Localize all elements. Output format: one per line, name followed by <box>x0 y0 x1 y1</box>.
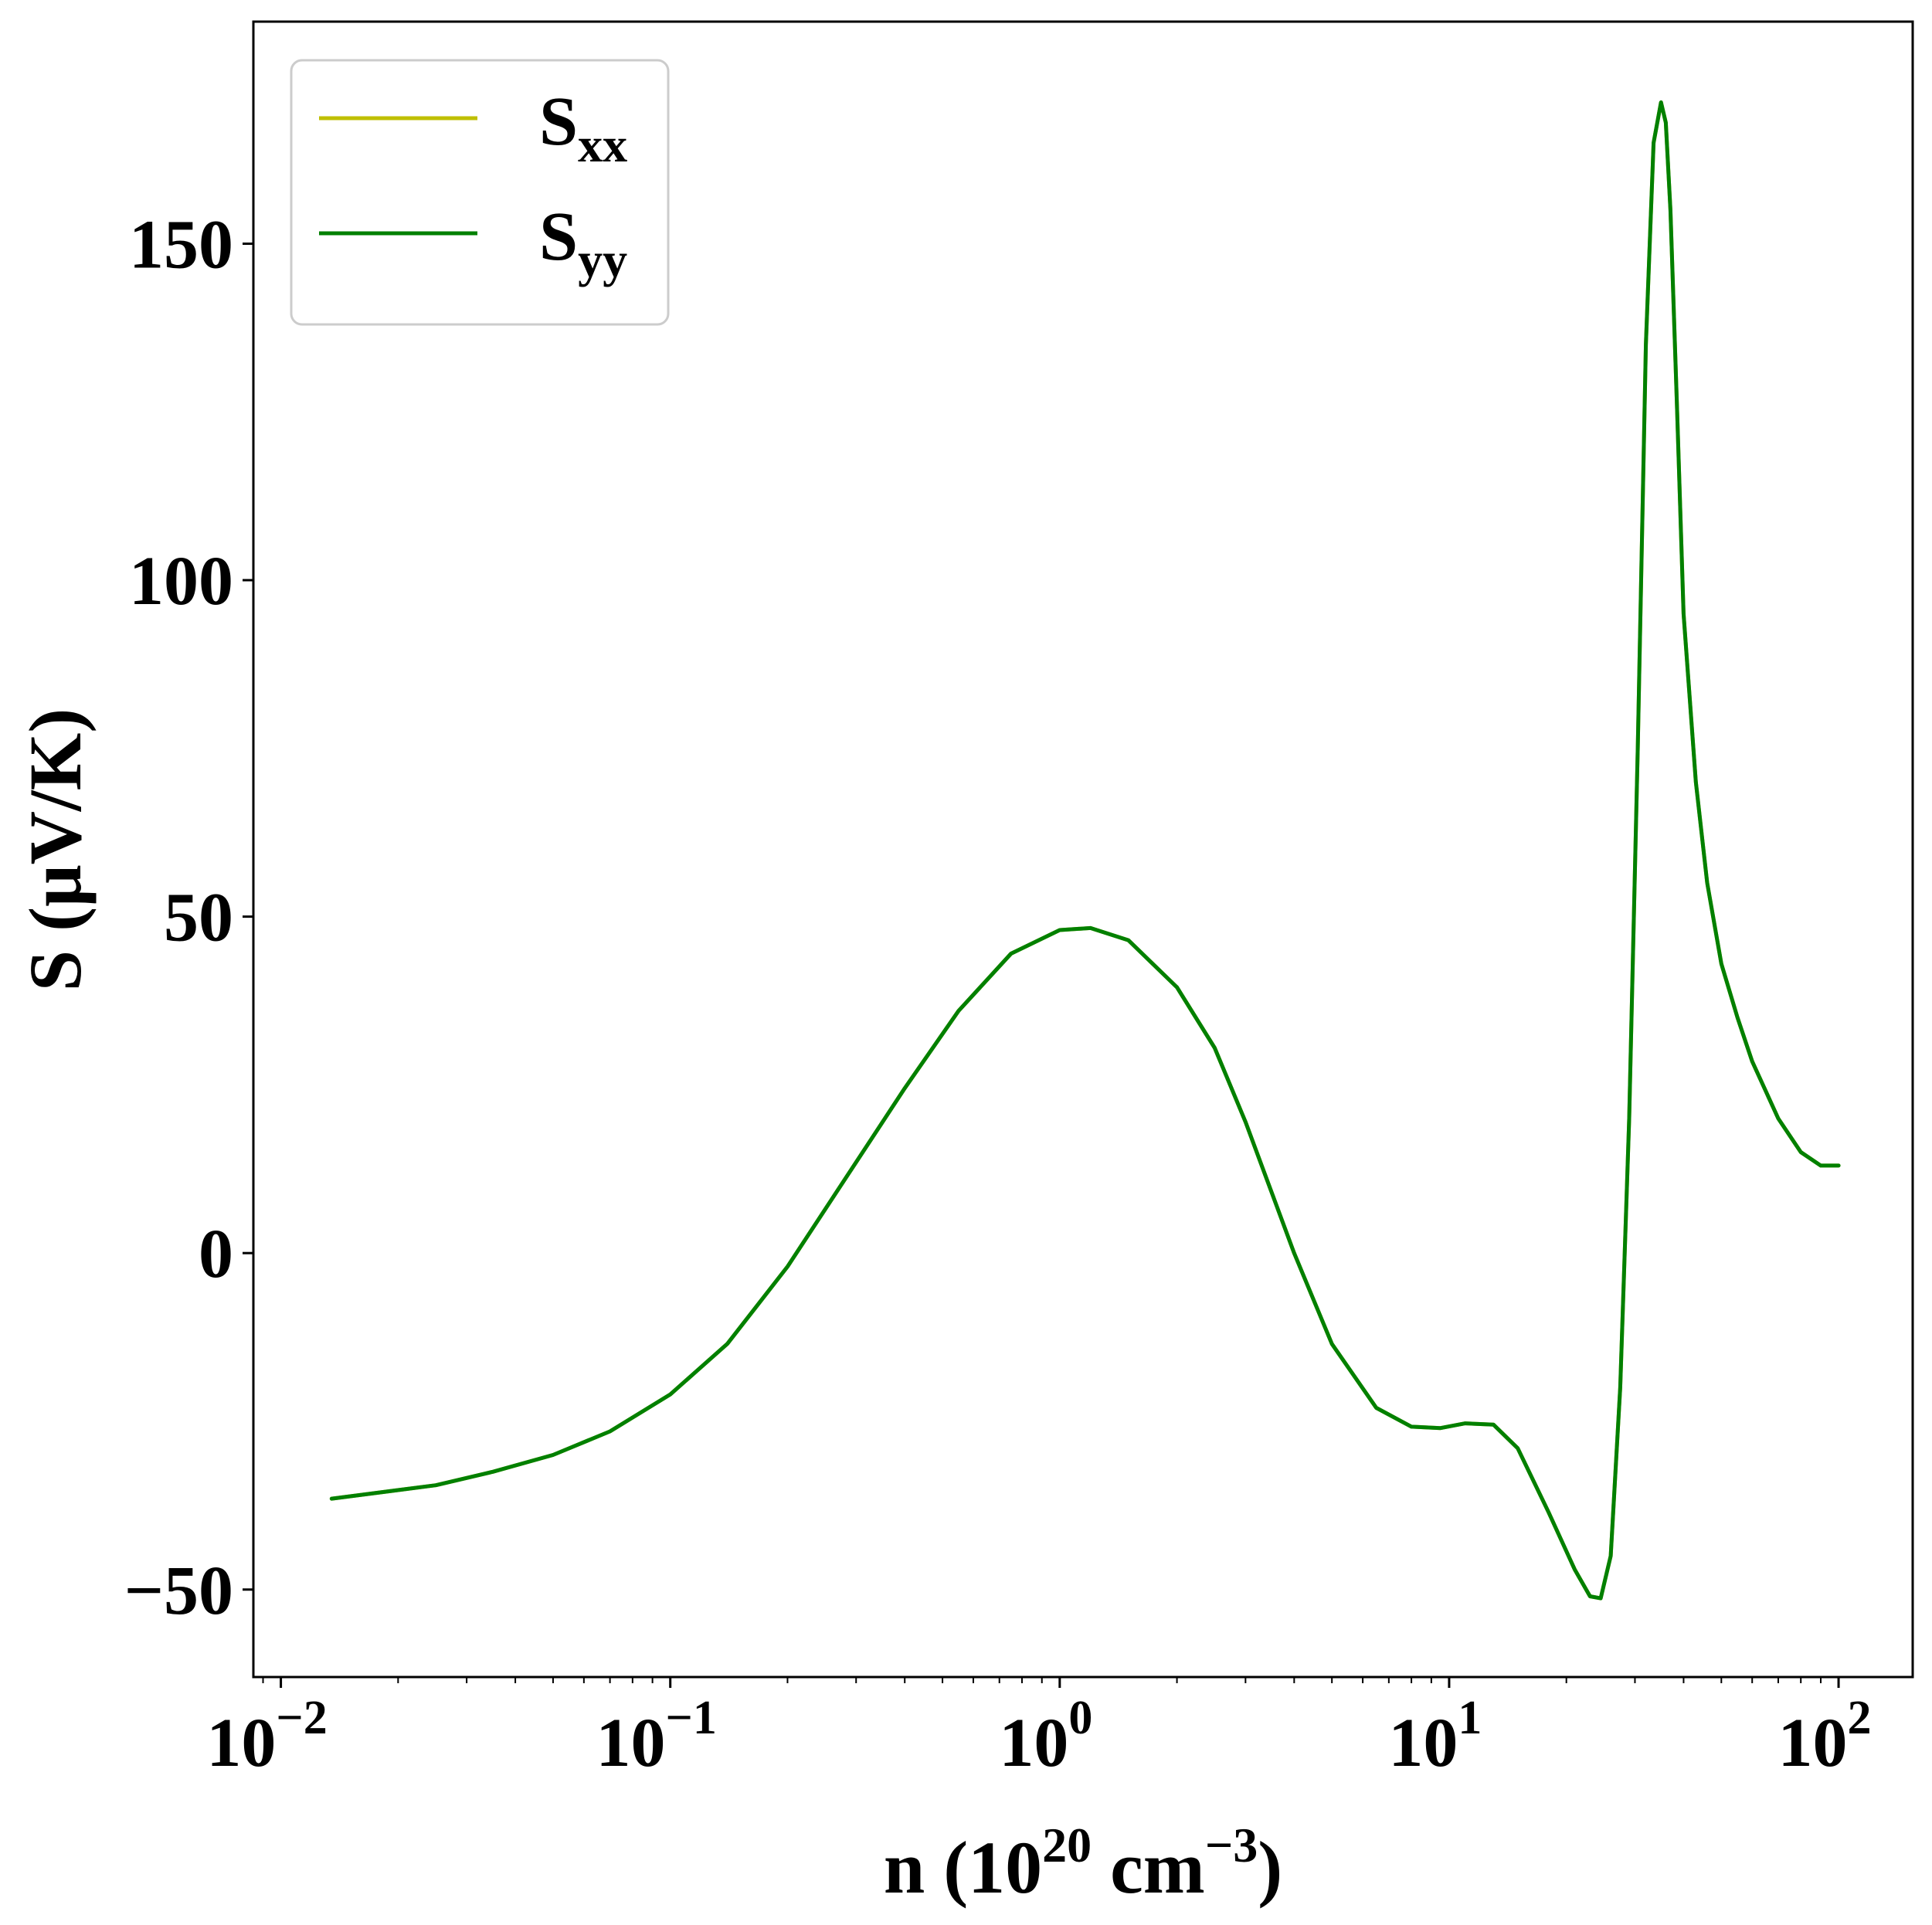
x-tick-label: 102 <box>1778 1692 1872 1781</box>
x-tick-label-exponent: −1 <box>666 1692 717 1744</box>
x-tick-label: 101 <box>1388 1692 1482 1781</box>
x-axis: 10−2 10−1 100 101 102 <box>206 1677 1872 1781</box>
series-layer <box>329 100 1841 1601</box>
x-tick-label: 10−2 <box>206 1692 327 1781</box>
y-axis-label: S (μV/K) <box>14 708 97 991</box>
y-tick-label: 50 <box>164 880 233 956</box>
x-tick-label-exponent: 0 <box>1068 1692 1092 1744</box>
legend-label-sxx-main: S <box>539 83 578 160</box>
x-tick-label: 10−1 <box>596 1692 717 1781</box>
legend-label-syy: Syy <box>539 199 627 287</box>
x-tick-label-exponent: −2 <box>276 1692 327 1744</box>
legend: Sxx Syy <box>290 59 670 326</box>
x-tick-label: 100 <box>999 1692 1092 1781</box>
legend-label-syy-main: S <box>539 199 578 275</box>
y-tick-label: 150 <box>129 206 233 283</box>
y-axis: −50 0 50 100 150 <box>124 206 253 1629</box>
legend-label-sxx: Sxx <box>539 83 627 172</box>
x-axis-label-post: ) <box>1258 1826 1282 1909</box>
y-tick-label: 100 <box>129 543 233 620</box>
y-tick-label: 0 <box>199 1216 233 1292</box>
x-axis-label-sup2: −3 <box>1205 1818 1258 1872</box>
x-axis-label-pre: n (10 <box>884 1826 1042 1909</box>
x-tick-label-exponent: 2 <box>1848 1692 1872 1744</box>
series-line-syy <box>329 100 1841 1601</box>
x-axis-label: n (1020 cm−3) <box>884 1818 1282 1909</box>
legend-label-sxx-sub: xx <box>578 117 627 172</box>
x-tick-label-base: 10 <box>596 1705 666 1781</box>
x-axis-label-sup1: 20 <box>1042 1818 1092 1872</box>
plot-frame <box>252 20 1914 1679</box>
x-tick-label-base: 10 <box>1388 1705 1458 1781</box>
legend-box <box>290 59 670 326</box>
x-axis-label-mid: cm <box>1092 1826 1205 1909</box>
x-tick-label-base: 10 <box>206 1705 276 1781</box>
y-tick-label: −50 <box>124 1553 233 1629</box>
x-tick-label-base: 10 <box>999 1705 1068 1781</box>
x-tick-label-exponent: 1 <box>1458 1692 1482 1744</box>
x-tick-label-base: 10 <box>1778 1705 1848 1781</box>
legend-label-syy-sub: yy <box>578 233 627 287</box>
